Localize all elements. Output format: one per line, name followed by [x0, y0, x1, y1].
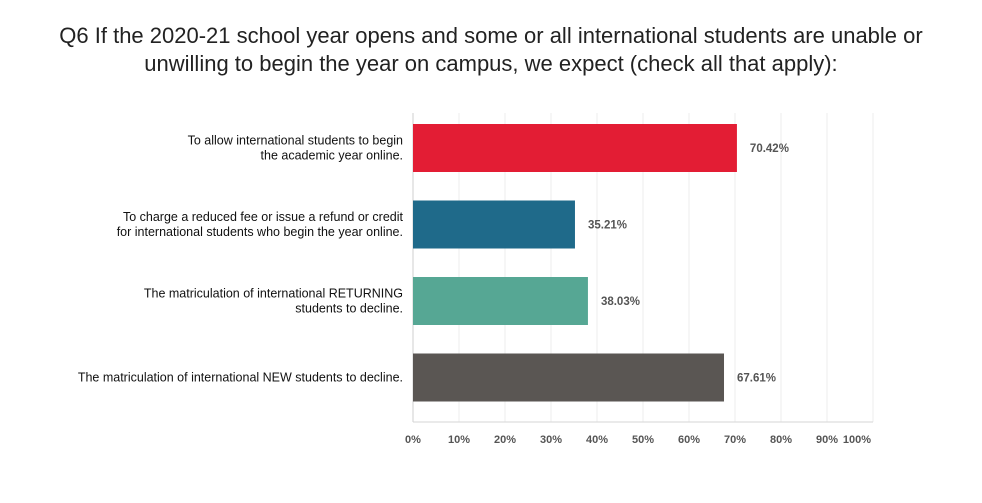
x-tick-label: 20%: [494, 434, 516, 446]
value-label: 67.61%: [737, 373, 776, 385]
x-tick-label: 80%: [770, 434, 792, 446]
x-tick-label: 50%: [632, 434, 654, 446]
value-label: 35.21%: [588, 220, 627, 232]
chart-title-line-2: unwilling to begin the year on campus, w…: [144, 51, 838, 76]
category-label-line: The matriculation of international RETUR…: [144, 287, 403, 301]
x-tick-label: 30%: [540, 434, 562, 446]
x-tick-label: 90%: [816, 434, 838, 446]
category-label: To allow international students to begin…: [188, 134, 403, 163]
value-label: 38.03%: [601, 296, 640, 308]
chart-title: Q6 If the 2020-21 school year opens and …: [0, 22, 982, 78]
x-tick-label: 70%: [724, 434, 746, 446]
bar: [413, 124, 737, 172]
x-tick-label: 60%: [678, 434, 700, 446]
value-labels: 70.42% 35.21% 38.03% 67.61%: [588, 143, 789, 385]
category-label: The matriculation of international NEW s…: [78, 371, 403, 385]
category-label: To charge a reduced fee or issue a refun…: [117, 210, 404, 239]
chart-title-line-1: Q6 If the 2020-21 school year opens and …: [59, 23, 923, 48]
bar: [413, 277, 588, 325]
x-tick-label: 100%: [843, 434, 871, 446]
category-label-line: for international students who begin the…: [117, 225, 403, 239]
x-tick-label: 40%: [586, 434, 608, 446]
x-tick-label: 10%: [448, 434, 470, 446]
x-axis-ticks: 0% 10% 20% 30% 40% 50% 60% 70% 80% 90% 100%: [405, 434, 871, 446]
category-label-line: the academic year online.: [261, 149, 403, 163]
bars: [413, 124, 737, 402]
category-label-line: To allow international students to begin: [188, 134, 403, 148]
category-label-line: The matriculation of international NEW s…: [78, 371, 403, 385]
bar: [413, 200, 575, 249]
x-tick-label: 0%: [405, 434, 421, 446]
category-label: The matriculation of international RETUR…: [144, 287, 403, 316]
value-label: 70.42%: [750, 143, 789, 155]
category-labels: To allow international students to begin…: [78, 134, 404, 385]
category-label-line: To charge a reduced fee or issue a refun…: [123, 210, 404, 224]
category-label-line: students to decline.: [295, 302, 403, 316]
bar: [413, 353, 725, 402]
